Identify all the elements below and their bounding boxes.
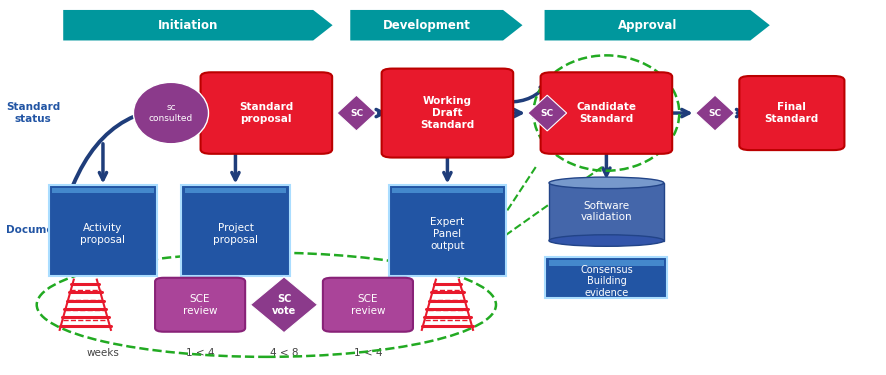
FancyBboxPatch shape: [540, 72, 672, 154]
Polygon shape: [350, 10, 523, 40]
FancyBboxPatch shape: [49, 185, 158, 276]
Text: 1 < 4: 1 < 4: [186, 348, 214, 358]
FancyBboxPatch shape: [389, 185, 506, 276]
Text: Project
proposal: Project proposal: [213, 223, 258, 245]
Polygon shape: [545, 10, 770, 40]
Text: SC
vote: SC vote: [272, 294, 296, 315]
Text: SCE
review: SCE review: [183, 294, 217, 315]
Polygon shape: [337, 95, 376, 131]
Polygon shape: [528, 95, 567, 131]
Text: Final
Standard: Final Standard: [765, 102, 819, 124]
Ellipse shape: [549, 177, 664, 189]
FancyBboxPatch shape: [181, 185, 290, 276]
Text: Approval: Approval: [618, 19, 677, 32]
Polygon shape: [63, 10, 332, 40]
FancyBboxPatch shape: [200, 72, 332, 154]
FancyBboxPatch shape: [155, 278, 245, 332]
Text: Documents: Documents: [6, 225, 72, 235]
Text: SC: SC: [540, 108, 554, 117]
Ellipse shape: [549, 235, 664, 246]
Text: SC: SC: [709, 108, 721, 117]
Text: Expert
Panel
output: Expert Panel output: [431, 217, 464, 250]
FancyBboxPatch shape: [382, 69, 513, 158]
Text: SC: SC: [350, 108, 363, 117]
FancyBboxPatch shape: [739, 76, 844, 150]
Text: Working
Draft
Standard: Working Draft Standard: [420, 96, 475, 130]
Bar: [549, 183, 664, 240]
Polygon shape: [696, 95, 734, 131]
Bar: [52, 188, 154, 193]
Ellipse shape: [134, 82, 208, 144]
Text: 4 < 8: 4 < 8: [269, 348, 299, 358]
Text: Software
validation: Software validation: [580, 201, 633, 222]
Text: Development: Development: [383, 19, 470, 32]
Polygon shape: [251, 277, 317, 333]
FancyBboxPatch shape: [546, 258, 667, 298]
Text: Standard
proposal: Standard proposal: [239, 102, 293, 124]
Text: sc
consulted: sc consulted: [149, 104, 193, 123]
Text: weeks: weeks: [87, 348, 120, 358]
Bar: [392, 188, 502, 193]
Bar: [184, 188, 286, 193]
FancyBboxPatch shape: [323, 278, 413, 332]
Bar: [549, 261, 664, 266]
Text: Activity
proposal: Activity proposal: [81, 223, 126, 245]
Text: 1 < 4: 1 < 4: [354, 348, 382, 358]
Text: Initiation: Initiation: [158, 19, 218, 32]
Text: Standard
status: Standard status: [6, 102, 60, 124]
Text: Candidate
Standard: Candidate Standard: [577, 102, 636, 124]
Text: Consensus
Building
evidence: Consensus Building evidence: [580, 265, 633, 298]
Text: SCE
review: SCE review: [351, 294, 385, 315]
